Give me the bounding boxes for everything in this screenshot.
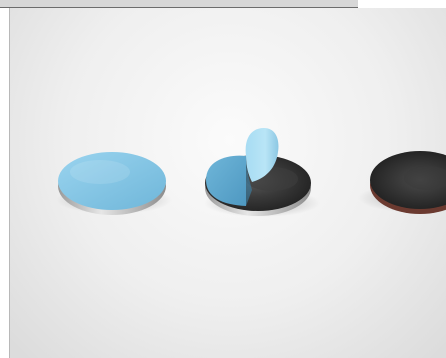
left-border: [0, 0, 9, 358]
top-strip-blank: [358, 0, 446, 8]
left-border-rule: [9, 0, 10, 358]
top-cropped-strip: [0, 0, 358, 8]
